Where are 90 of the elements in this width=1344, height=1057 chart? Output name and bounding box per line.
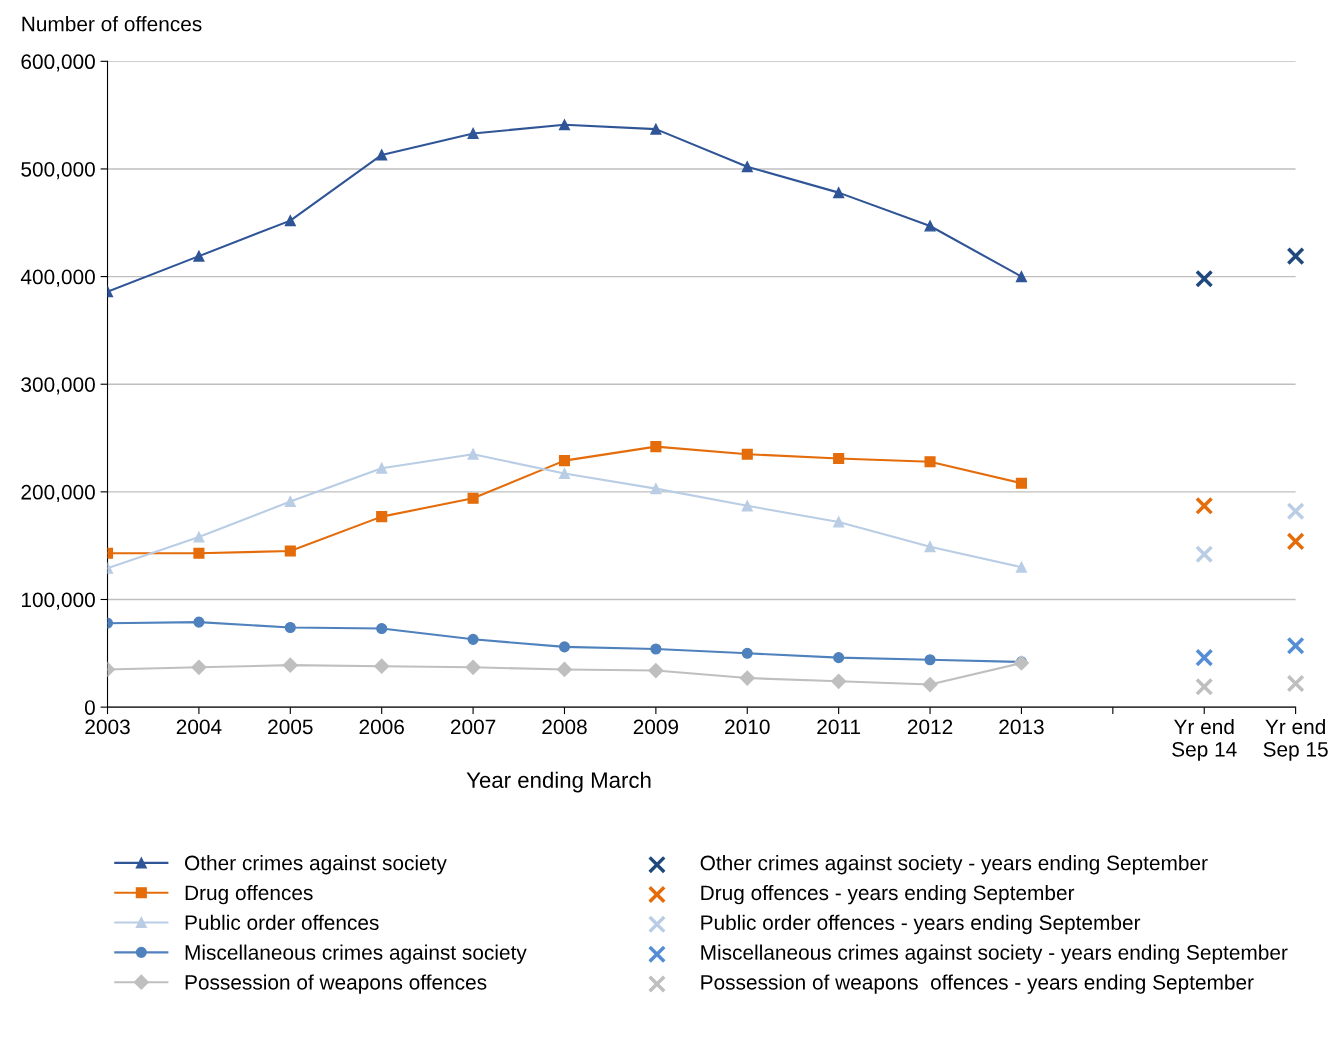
point	[374, 658, 390, 674]
point	[558, 119, 571, 131]
point	[1195, 496, 1214, 515]
y-tick-label: 200,000	[21, 484, 95, 503]
point	[1015, 477, 1027, 489]
x-tick-label: 2008	[542, 719, 587, 735]
point	[1015, 271, 1027, 283]
point	[558, 468, 571, 480]
x-tick-label: 2013	[999, 719, 1044, 735]
x-tick-label: 2006	[359, 719, 404, 735]
legend-label: Other crimes against society - years ending September	[700, 855, 1208, 875]
point	[467, 127, 479, 139]
legend-label: Drug offences	[185, 884, 313, 905]
point	[556, 661, 573, 678]
point	[284, 215, 296, 227]
point	[284, 495, 296, 508]
point	[833, 187, 845, 199]
point	[193, 547, 205, 559]
y-axis-title: Number of offences	[22, 16, 202, 32]
legend-label: Public order offences - years ending September	[701, 914, 1141, 935]
point	[465, 659, 481, 675]
point	[922, 676, 938, 693]
x-tick-label: 2007	[450, 719, 496, 735]
point	[282, 657, 298, 673]
point	[1195, 677, 1214, 696]
point	[193, 531, 205, 543]
y-tick-label: 300,000	[21, 377, 95, 395]
legend-label: Other crimes against society	[185, 855, 447, 875]
point	[741, 500, 753, 512]
x-tick-label: Yr end Sep 15	[1263, 718, 1328, 761]
point	[1286, 674, 1305, 693]
point	[833, 516, 845, 528]
point	[1195, 648, 1214, 667]
x-tick-label: 2005	[268, 719, 313, 735]
x-tick-label: Yr end Sep 14	[1172, 718, 1237, 761]
point	[193, 250, 205, 262]
point	[284, 621, 296, 634]
point	[741, 448, 753, 460]
point	[650, 643, 662, 655]
y-tick-label: 400,000	[20, 269, 95, 287]
point	[833, 452, 845, 465]
point	[376, 149, 388, 161]
point	[284, 545, 296, 557]
y-tick-label: 100,000	[22, 592, 95, 610]
point	[739, 670, 755, 686]
point	[1195, 269, 1214, 288]
y-tick-label: 500,000	[21, 161, 95, 180]
point	[1286, 636, 1305, 655]
point	[833, 652, 845, 664]
point	[924, 456, 936, 468]
point	[924, 541, 936, 553]
point	[376, 511, 388, 523]
legend-label: Possession of weapons offences	[185, 974, 487, 994]
x-axis-title: Year ending March	[466, 771, 651, 793]
point	[741, 647, 753, 659]
point	[741, 161, 753, 173]
y-tick-label: 600,000	[21, 54, 95, 72]
point	[191, 659, 207, 675]
point	[650, 483, 662, 495]
point	[650, 123, 662, 135]
legend-label: Possession of weapons offences - years ending September	[701, 974, 1254, 994]
point	[1015, 561, 1027, 573]
point	[558, 641, 571, 653]
x-tick-label: 2004	[176, 719, 222, 735]
point	[467, 448, 479, 460]
point	[924, 654, 936, 666]
point	[558, 455, 571, 467]
legend-label: Drug offences - years ending September	[701, 884, 1075, 905]
x-tick-label: 2010	[725, 719, 770, 735]
point	[648, 662, 664, 679]
point	[376, 623, 388, 635]
point	[376, 462, 388, 474]
x-tick-label: 2009	[633, 719, 679, 735]
point	[650, 441, 662, 453]
x-tick-label: 2012	[907, 719, 953, 735]
point	[1195, 545, 1214, 564]
x-tick-label: 2003	[85, 719, 130, 735]
point	[467, 492, 479, 504]
point	[1286, 502, 1305, 521]
point	[831, 673, 847, 689]
y-tick-label: 0	[84, 700, 95, 715]
point	[467, 633, 479, 645]
point	[924, 220, 936, 232]
point	[193, 616, 205, 628]
legend-label: Miscellaneous crimes against society	[185, 944, 527, 964]
legend-label: Public order offences	[185, 914, 379, 931]
x-tick-label: 2011	[817, 719, 861, 735]
point	[1286, 532, 1305, 551]
point	[1286, 247, 1305, 266]
legend-label: Miscellaneous crimes against society - years ending September	[701, 944, 1288, 964]
